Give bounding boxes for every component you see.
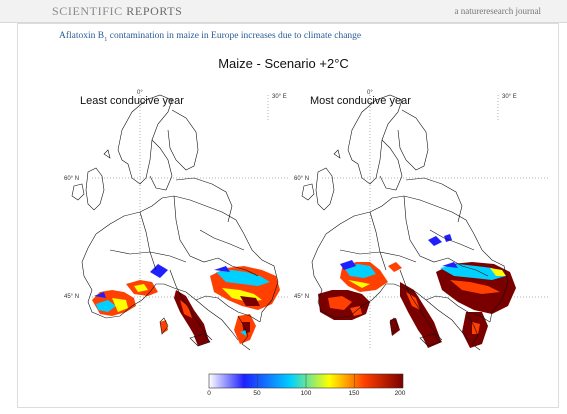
panel-label-least: Least conducive year [80, 95, 184, 107]
journal-tagline: a natureresearch journal [454, 6, 541, 16]
contamination-fields-most [318, 234, 516, 348]
colorbar-tick-0: 0 [207, 390, 211, 397]
colorbar-tick-200: 200 [394, 390, 406, 397]
journal-header: SCIENTIFIC REPORTS a natureresearch jour… [0, 0, 567, 23]
figure-title: Maize - Scenario +2°C [218, 56, 349, 71]
tick-lon-0-right: 0° [367, 90, 373, 96]
tick-lon-30: 30° E [272, 94, 287, 100]
contamination-fields-least [92, 264, 280, 346]
map-most-conducive: 0° 30° E 60° N 45° N [294, 90, 550, 351]
colorbar [208, 373, 404, 389]
tick-lat-45-right: 45° N [294, 294, 309, 300]
tick-lat-60: 60° N [64, 176, 79, 182]
figure-caption: Aflatoxin B1 contamination in maize in E… [59, 31, 362, 43]
tick-lon-30-right: 30° E [502, 94, 517, 100]
map-least-conducive: 0° 30° E 60° N 45° N [64, 90, 290, 351]
colorbar-tick-150: 150 [348, 390, 360, 397]
journal-logo[interactable]: SCIENTIFIC REPORTS [52, 4, 183, 18]
panel-label-most: Most conducive year [310, 95, 411, 107]
tick-lat-60-right: 60° N [294, 176, 309, 182]
tick-lon-0: 0° [137, 90, 143, 96]
colorbar-tick-100: 100 [300, 390, 312, 397]
tick-lat-45: 45° N [64, 294, 79, 300]
colorbar-tick-50: 50 [253, 390, 261, 397]
